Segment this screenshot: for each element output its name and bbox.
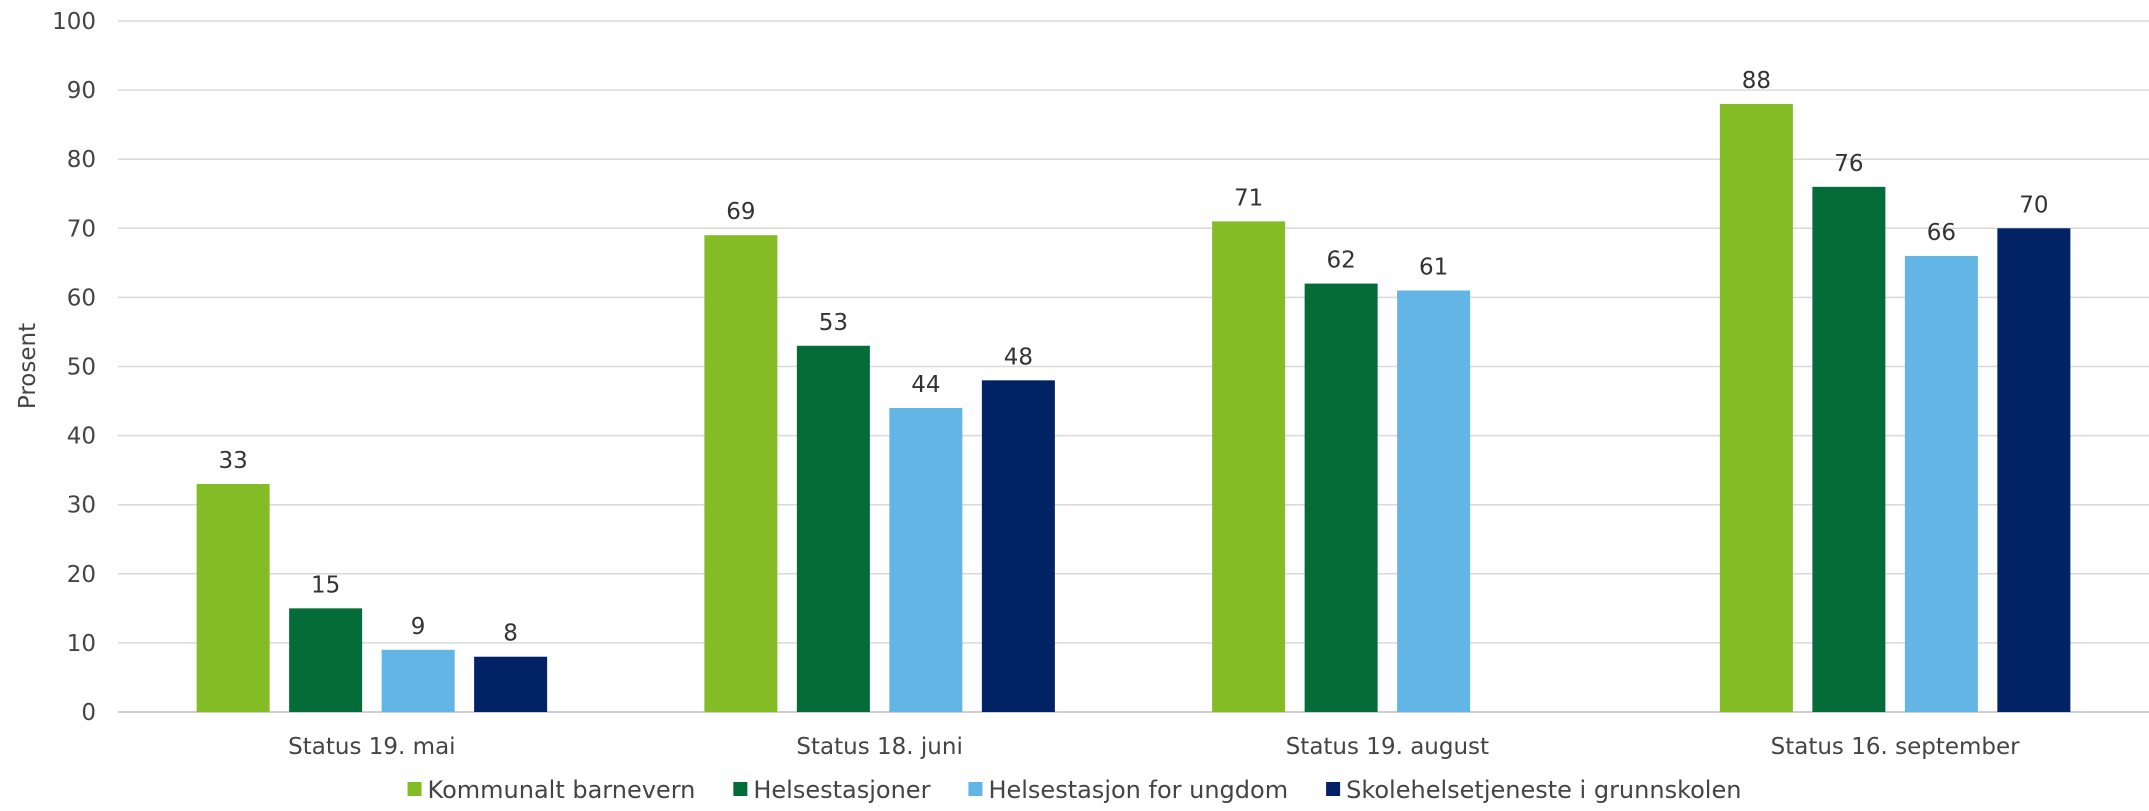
bar <box>1397 290 1471 712</box>
data-label: 70 <box>2019 192 2048 218</box>
x-tick-label: Status 19. august <box>1286 734 1489 760</box>
bars <box>196 103 2071 713</box>
y-tick-label: 60 <box>67 285 96 311</box>
y-tick-label: 40 <box>67 424 96 450</box>
legend-label: Skolehelsetjeneste i grunnskolen <box>1346 776 1741 804</box>
legend-label: Kommunalt barnevern <box>428 776 696 804</box>
data-label: 76 <box>1834 151 1863 177</box>
bar <box>1997 228 2071 713</box>
data-label: 48 <box>1004 344 1033 370</box>
legend-label: Helsestasjoner <box>753 776 930 804</box>
bar <box>1904 255 1978 712</box>
legend: Kommunalt barnevern Helsestasjoner Helsest… <box>407 776 1741 804</box>
data-label: 69 <box>726 199 755 225</box>
legend-swatch <box>733 782 748 796</box>
bar <box>981 380 1055 712</box>
y-tick-label: 100 <box>52 9 96 35</box>
bar <box>796 345 870 712</box>
legend-item: Helsestasjon for ungdom <box>968 776 1288 804</box>
y-tick-label: 70 <box>67 216 96 242</box>
y-tick-label: 90 <box>67 78 96 104</box>
data-label: 33 <box>218 448 247 474</box>
bar <box>704 235 778 712</box>
bar <box>1212 221 1286 712</box>
bar <box>289 608 363 712</box>
x-tick-label: Status 19. mai <box>288 734 455 760</box>
legend-item: Skolehelsetjeneste i grunnskolen <box>1326 776 1741 804</box>
bar <box>474 656 548 712</box>
bar <box>1304 283 1378 712</box>
data-labels: 33 15 9 8 69 53 44 48 71 62 61 88 76 66 70 <box>218 68 2048 647</box>
y-tick-label: 50 <box>67 355 96 381</box>
y-axis-title: Prosent <box>15 323 41 409</box>
y-tick-label: 10 <box>67 631 96 657</box>
bar <box>381 649 455 712</box>
bar <box>196 483 270 712</box>
bar <box>1812 186 1886 713</box>
data-label: 15 <box>311 572 340 598</box>
legend-item: Kommunalt barnevern <box>407 776 696 804</box>
y-tick-label: 30 <box>67 493 96 519</box>
legend-swatch <box>968 782 983 796</box>
data-label: 88 <box>1742 68 1771 94</box>
data-label: 53 <box>819 310 848 336</box>
bar <box>889 407 963 712</box>
gridlines <box>118 20 2149 713</box>
x-tick-label: Status 16. september <box>1771 734 2021 760</box>
y-tick-label: 0 <box>81 700 96 726</box>
data-label: 61 <box>1419 254 1448 280</box>
data-label: 9 <box>411 614 426 640</box>
data-label: 71 <box>1234 185 1263 211</box>
data-label: 66 <box>1927 220 1956 246</box>
y-tick-label: 80 <box>67 147 96 173</box>
y-tick-label: 20 <box>67 562 96 588</box>
bar <box>1719 103 1793 713</box>
x-axis: Status 19. mai Status 18. juni Status 19. … <box>288 734 2020 760</box>
legend-swatch <box>1326 782 1341 796</box>
y-axis: 0 10 20 30 40 50 60 70 80 90 100 <box>52 9 96 726</box>
legend-label: Helsestasjon for ungdom <box>988 776 1288 804</box>
data-label: 62 <box>1326 248 1355 274</box>
data-label: 8 <box>503 621 518 647</box>
data-label: 44 <box>911 372 940 398</box>
x-tick-label: Status 18. juni <box>796 734 962 760</box>
legend-swatch <box>407 782 422 796</box>
legend-item: Helsestasjoner <box>733 776 931 804</box>
